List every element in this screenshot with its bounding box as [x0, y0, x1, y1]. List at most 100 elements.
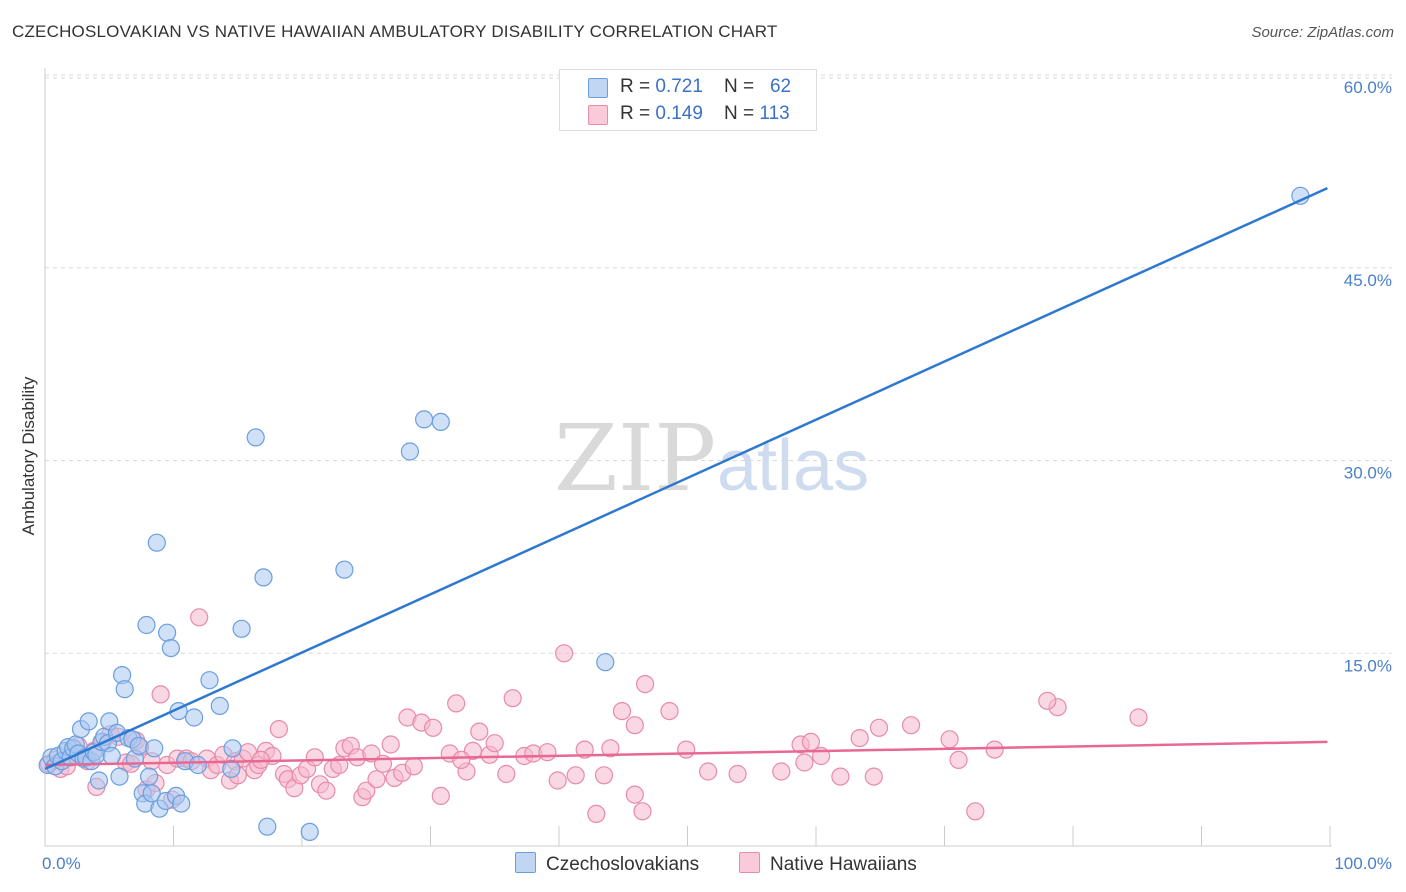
native-hawaiians-point: [362, 744, 381, 763]
czechoslovakians-point: [232, 619, 251, 638]
czechoslovakians-point: [431, 412, 450, 431]
czechoslovakians-point: [158, 623, 177, 642]
native-hawaiians-point: [625, 716, 644, 735]
y-tick-label: 45.0%: [1344, 271, 1392, 290]
native-hawaiians-point: [566, 766, 585, 785]
czechoslovakians-point: [172, 794, 191, 813]
native-hawaiians-point: [625, 785, 644, 804]
czechoslovakians-point: [400, 442, 419, 461]
czechoslovakians-point: [335, 560, 354, 579]
native-hawaiians-point: [901, 716, 921, 735]
czechoslovakians-point: [254, 568, 273, 587]
native-hawaiians-point: [985, 740, 1004, 759]
czechoslovakians-point: [110, 767, 129, 786]
czechoslovakians-point: [246, 428, 265, 447]
native-hawaiians-point: [424, 718, 443, 737]
native-hawaiians-point: [728, 764, 747, 784]
trend-lines: [44, 186, 1328, 771]
chart-source: Source: ZipAtlas.com: [1251, 24, 1394, 41]
native-hawaiians-point: [305, 748, 324, 767]
watermark-zip: ZIP: [554, 405, 716, 512]
czechoslovakians-point: [596, 653, 615, 672]
native-hawaiians-point: [190, 608, 209, 627]
native-hawaiians-point: [587, 804, 606, 824]
bottom-legend-czechoslovakians: Czechoslovakians: [515, 852, 699, 876]
grid-layer: [45, 74, 1392, 654]
legend-r-value: 0.721: [655, 76, 703, 97]
bottom-legend-native-hawaiians: Native Hawaiians: [739, 852, 917, 876]
native-hawaiians-point: [431, 786, 450, 806]
y-tick-label: 15.0%: [1344, 656, 1392, 675]
x-tick-label: 0.0%: [42, 854, 81, 873]
tick-labels: 15.0% 30.0% 45.0% 60.0% 0.0% 100.0%: [42, 78, 1392, 873]
czechoslovakians-point: [222, 759, 241, 779]
legend-swatch-pink: [588, 105, 608, 125]
native-hawaiians-point: [554, 644, 574, 663]
native-hawaiians-point: [772, 762, 791, 781]
czechoslovakians-point: [223, 739, 242, 758]
native-hawaiians-point: [151, 685, 170, 704]
native-hawaiians-point: [864, 767, 883, 786]
native-hawaiians-point: [497, 764, 516, 784]
legend-r-label: R =: [620, 103, 656, 124]
czechoslovakians-point: [89, 771, 109, 790]
czechoslovakians-trend-line: [44, 186, 1328, 771]
native-hawaiians-point: [548, 771, 567, 790]
native-hawaiians-point: [850, 728, 869, 748]
native-hawaiians-point: [470, 722, 489, 741]
czechoslovakians-point: [188, 755, 207, 775]
native-hawaiians-point: [269, 719, 288, 739]
czechoslovakians-point: [258, 817, 277, 836]
legend-n-value: 113: [759, 103, 790, 124]
native-hawaiians-point: [1038, 691, 1057, 710]
chart-title: CZECHOSLOVAKIAN VS NATIVE HAWAIIAN AMBUL…: [12, 22, 778, 41]
native-hawaiians-point: [452, 750, 471, 770]
native-hawaiians-point: [367, 770, 386, 789]
czechoslovakians-point: [129, 736, 148, 755]
czechoslovakians-point: [185, 708, 204, 727]
native-hawaiians-point: [660, 701, 679, 721]
native-hawaiians-point: [966, 802, 985, 821]
native-hawaiians-trend-line: [44, 740, 1328, 767]
native-hawaiians-point: [601, 739, 620, 758]
legend-n-label: N =: [724, 76, 760, 97]
native-hawaiians-point: [538, 743, 557, 762]
native-hawaiians-point: [940, 730, 959, 749]
czechoslovakians-point: [142, 784, 161, 803]
native-hawaiians-point: [612, 701, 632, 721]
native-hawaiians-point: [447, 694, 466, 713]
legend-swatch-blue: [588, 78, 608, 98]
bottom-swatch-pink: [739, 852, 760, 873]
y-tick-label: 30.0%: [1344, 464, 1392, 483]
legend-n-value: 62: [769, 76, 792, 97]
czechoslovakians-point: [115, 680, 134, 699]
native-hawaiians-points: [39, 608, 1148, 824]
czechoslovakians-point: [200, 671, 219, 690]
watermark-atlas: atlas: [717, 426, 869, 506]
native-hawaiians-point: [801, 732, 821, 752]
czechoslovakians-point: [145, 739, 164, 758]
y-tick-label: 60.0%: [1344, 78, 1392, 97]
native-hawaiians-point: [633, 802, 652, 821]
y-axis-label: Ambulatory Disability: [19, 376, 38, 535]
czechoslovakians-point: [161, 638, 180, 658]
bottom-legend-label: Native Hawaiians: [770, 854, 917, 875]
native-hawaiians-point: [795, 753, 814, 772]
native-hawaiians-point: [1129, 708, 1148, 727]
native-hawaiians-point: [404, 757, 423, 776]
native-hawaiians-point: [869, 718, 889, 737]
czechoslovakians-point: [415, 410, 434, 429]
native-hawaiians-point: [831, 767, 850, 786]
legend: R = 0.721 N = 62 R = 0.149 N = 113: [559, 69, 817, 131]
native-hawaiians-point: [949, 750, 968, 770]
watermark: ZIP atlas: [554, 405, 869, 512]
native-hawaiians-point: [317, 781, 336, 800]
czechoslovakians-point: [102, 746, 121, 766]
native-hawaiians-point: [357, 781, 376, 800]
native-hawaiians-point: [381, 735, 400, 754]
bottom-legend-label: Czechoslovakians: [546, 854, 700, 875]
native-hawaiians-point: [503, 689, 522, 708]
native-hawaiians-point: [677, 740, 696, 759]
czechoslovakians-points: [38, 186, 1310, 842]
